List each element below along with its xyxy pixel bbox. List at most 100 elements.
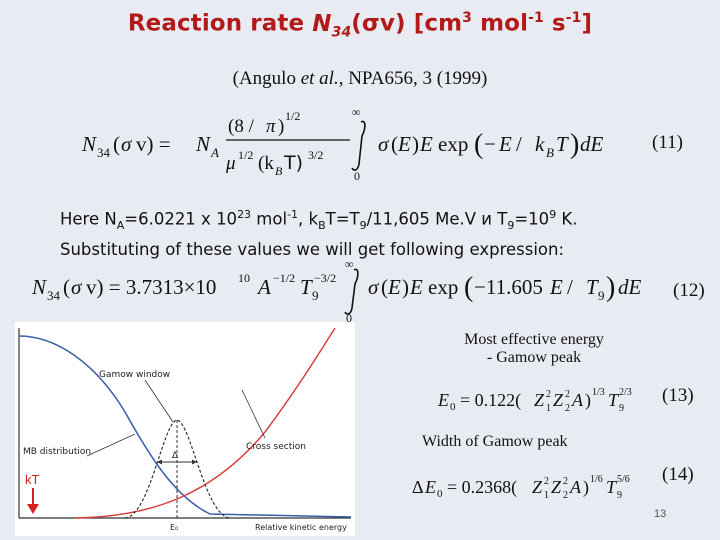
svg-text:2: 2 xyxy=(563,476,568,487)
svg-text:E: E xyxy=(437,390,449,410)
svg-text:−11.605: −11.605 xyxy=(474,275,543,299)
svg-text:0: 0 xyxy=(437,488,443,500)
svg-text:): ) xyxy=(583,477,589,498)
svg-text:1/2: 1/2 xyxy=(285,109,300,123)
exp-l1-b-sup: 23 xyxy=(237,208,252,221)
svg-text:(k: (k xyxy=(258,153,274,174)
title-sup3: -1 xyxy=(565,10,582,26)
svg-text:): ) xyxy=(412,132,419,156)
equation-13: E 0 = 0.122( Z 2 1 Z 2 2 A ) 1/3 T 9 2/3 xyxy=(437,387,632,414)
reference-rest: , NPA656, 3 (1999) xyxy=(338,68,488,89)
svg-text:2: 2 xyxy=(565,403,570,414)
equation-12: N 34 ( σ v) = 3.7313×10 10 A −1/2 T 9 −3… xyxy=(31,258,642,324)
title-end: ] xyxy=(581,10,593,37)
exp-l1-b: =6.0221 x 10 xyxy=(124,209,238,229)
svg-text:σ: σ xyxy=(71,275,83,299)
exp-l1-c-sup: -1 xyxy=(287,208,299,221)
svg-text:): ) xyxy=(570,129,579,160)
svg-text:T: T xyxy=(608,390,620,410)
svg-text:v) = 3.7313×10: v) = 3.7313×10 xyxy=(86,275,216,299)
svg-text:0: 0 xyxy=(354,169,360,182)
svg-text:Z: Z xyxy=(551,477,562,497)
title-sup2: -1 xyxy=(528,10,544,26)
title-symbol-sub: 34 xyxy=(331,24,352,41)
exp-l1-a-sub: A xyxy=(116,218,125,232)
cross-section-label: Cross section xyxy=(246,442,306,452)
svg-text:): ) xyxy=(606,272,615,303)
svg-text:9: 9 xyxy=(598,288,605,303)
svg-text:exp: exp xyxy=(438,132,468,156)
exp-l1-e-sub: 9 xyxy=(359,218,367,232)
svg-text:E: E xyxy=(419,132,433,156)
svg-text:34: 34 xyxy=(97,145,111,160)
svg-text:v) =: v) = xyxy=(136,132,171,156)
svg-text:σ: σ xyxy=(121,132,133,156)
svg-text:T: T xyxy=(606,477,618,497)
e0-label: E₀ xyxy=(170,523,178,532)
equation-11-number: (11) xyxy=(652,132,683,153)
svg-text:dE: dE xyxy=(618,275,642,299)
delta-arrow-left xyxy=(157,459,162,465)
svg-text:exp: exp xyxy=(428,275,458,299)
title-symbol: N xyxy=(312,10,332,37)
gamow-figure-plot: Δ Gamow window MB distribution Cross sec… xyxy=(18,327,352,532)
svg-text:∞: ∞ xyxy=(352,106,361,119)
explanation-line-1: Here NA=6.0221 x 1023 mol-1, kBT=T9/11,6… xyxy=(60,203,680,238)
svg-text:/: / xyxy=(567,275,573,299)
svg-text:1/6: 1/6 xyxy=(590,474,603,485)
svg-text:(: ( xyxy=(113,132,120,156)
mb-distribution-label: MB distribution xyxy=(23,447,91,457)
gamow-peak-label-line2: - Gamow peak xyxy=(486,349,582,366)
svg-text:π: π xyxy=(266,116,276,137)
reference-citation: (Angulo et al., NPA656, 3 (1999) xyxy=(0,68,720,90)
svg-text:10: 10 xyxy=(238,271,250,285)
svg-text:(: ( xyxy=(381,275,388,299)
svg-text:B: B xyxy=(546,145,554,160)
gamow-peak-figure: Δ Gamow window MB distribution Cross sec… xyxy=(15,322,355,536)
svg-text:A: A xyxy=(210,145,219,160)
reference-open: (Angulo xyxy=(232,68,301,89)
svg-text:(: ( xyxy=(391,132,398,156)
svg-text:(: ( xyxy=(464,272,473,303)
exp-l1-e: T=T xyxy=(325,209,360,229)
svg-text:A: A xyxy=(569,477,582,497)
title-mid2: mol xyxy=(472,10,529,37)
equation-11: N 34 ( σ v) = N A (8 / π ) 1/2 μ 1/2 (k … xyxy=(81,106,604,182)
slide-title: Reaction rate N34(σv) [cm3 mol-1 s-1] xyxy=(0,10,720,40)
svg-text:5/6: 5/6 xyxy=(617,474,630,485)
delta-arrow-right xyxy=(192,459,197,465)
exp-l1-g-sup: 9 xyxy=(549,208,557,221)
explanation-text: Here NA=6.0221 x 1023 mol-1, kBT=T9/11,6… xyxy=(60,203,680,262)
exp-l1-h: K. xyxy=(556,209,578,229)
exp-l1-c: mol xyxy=(251,209,288,229)
svg-text:−1/2: −1/2 xyxy=(273,271,295,285)
svg-text:2: 2 xyxy=(565,389,570,400)
svg-text:E: E xyxy=(498,132,512,156)
svg-text:Δ: Δ xyxy=(412,477,424,497)
gamow-peak-label-line1: Most effective energy xyxy=(464,331,604,348)
svg-text:2: 2 xyxy=(546,389,551,400)
svg-text:(8 /: (8 / xyxy=(228,116,255,137)
gamow-window-label: Gamow window xyxy=(99,370,170,380)
mb-pointer xyxy=(86,433,136,457)
svg-text:(: ( xyxy=(474,129,483,160)
cross-section-pointer xyxy=(241,389,266,439)
equation-13-number: (13) xyxy=(662,385,694,406)
svg-text:N: N xyxy=(31,275,47,299)
svg-text:A: A xyxy=(256,275,271,299)
title-prefix: Reaction rate xyxy=(127,10,313,37)
svg-text:/: / xyxy=(516,132,522,156)
svg-text:): ) xyxy=(402,275,409,299)
gamow-window-pointer xyxy=(144,379,174,423)
svg-text:dE: dE xyxy=(580,132,604,156)
kt-arrow-head xyxy=(27,504,39,514)
cross-section-curve xyxy=(74,327,336,519)
x-axis-label: Relative kinetic energy xyxy=(255,523,347,532)
reference-etal: et al. xyxy=(300,68,339,89)
svg-text:A: A xyxy=(571,390,584,410)
mb-distribution-curve xyxy=(18,335,352,518)
title-mid3: s xyxy=(543,10,566,37)
svg-text:N: N xyxy=(81,132,97,156)
svg-text:): ) xyxy=(585,390,591,411)
svg-text:(: ( xyxy=(63,275,70,299)
